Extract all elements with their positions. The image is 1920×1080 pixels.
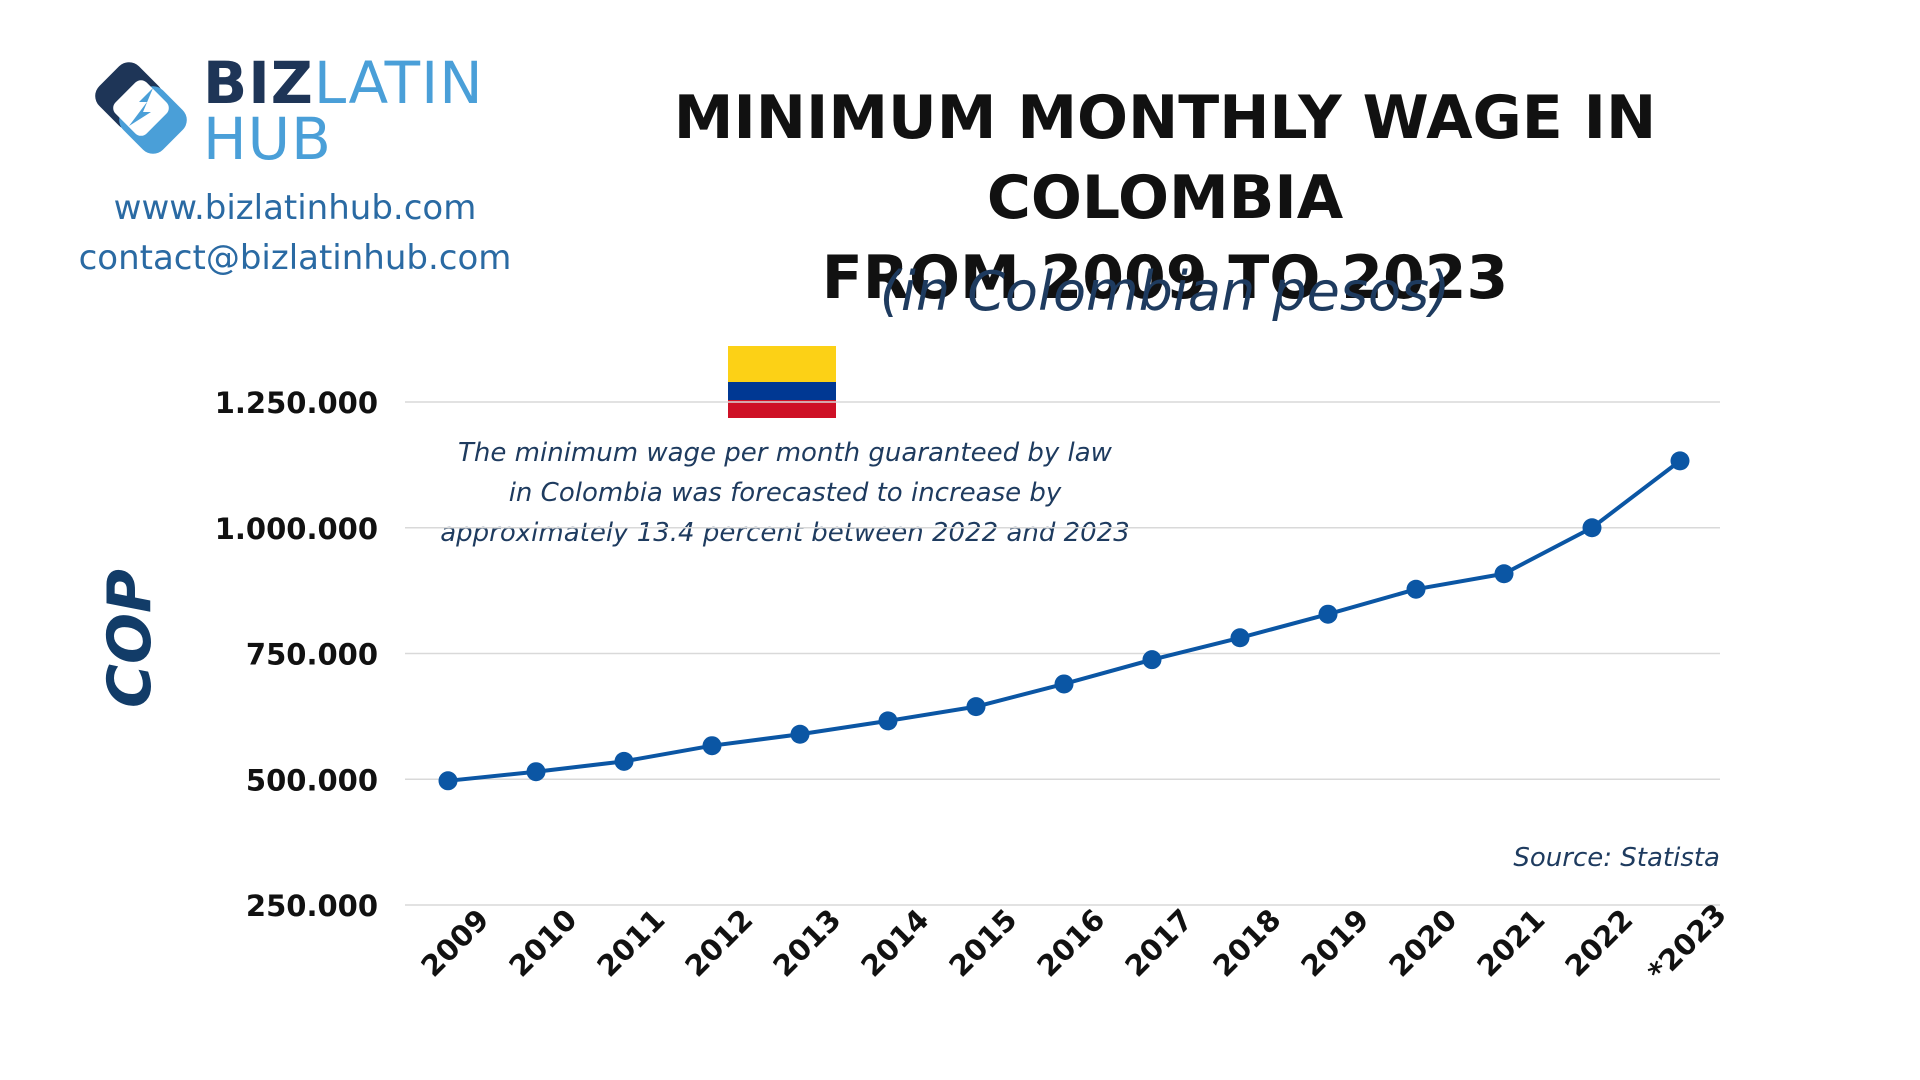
data-point bbox=[1406, 579, 1426, 599]
x-tick-label: 2010 bbox=[502, 902, 583, 983]
x-tick-label: 2022 bbox=[1558, 902, 1639, 983]
brand-wordmark-bottom: HUB bbox=[203, 105, 332, 173]
chart-subtitle: (in Colombian pesos) bbox=[879, 260, 1451, 323]
chart-title-line1: MINIMUM MONTHLY WAGE IN COLOMBIA bbox=[673, 83, 1657, 233]
data-point bbox=[1494, 564, 1514, 584]
x-tick-label: *2023 bbox=[1641, 897, 1733, 989]
x-tick-label: 2018 bbox=[1206, 902, 1287, 983]
data-point bbox=[702, 736, 722, 756]
data-point bbox=[878, 711, 898, 731]
brand-logo: BIZLATIN HUB bbox=[85, 50, 505, 170]
colombia-flag-icon bbox=[728, 346, 836, 418]
y-tick-label: 1.250.000 bbox=[215, 386, 378, 420]
annotation-line3: approximately 13.4 percent between 2022 … bbox=[440, 518, 1130, 548]
x-tick-label: 2014 bbox=[854, 902, 935, 983]
data-point bbox=[614, 751, 634, 771]
data-point bbox=[966, 697, 986, 717]
x-tick-label: 2015 bbox=[942, 902, 1023, 983]
data-point bbox=[1582, 518, 1602, 538]
data-point bbox=[438, 771, 458, 791]
x-tick-label: 2013 bbox=[766, 902, 847, 983]
y-tick-label: 1.000.000 bbox=[215, 512, 378, 546]
series-line bbox=[446, 458, 1682, 783]
source-credit: Source: Statista bbox=[1513, 843, 1720, 873]
forecast-annotation: The minimum wage per month guaranteed by… bbox=[420, 433, 1150, 553]
x-tick-label: 2019 bbox=[1294, 902, 1375, 983]
data-point bbox=[1318, 604, 1338, 624]
x-tick-label: 2021 bbox=[1470, 902, 1551, 983]
x-tick-label: 2017 bbox=[1118, 902, 1199, 983]
bizlatinhub-logo-icon bbox=[95, 62, 187, 154]
data-point bbox=[1230, 628, 1250, 648]
data-point bbox=[790, 724, 810, 744]
y-tick-label: 750.000 bbox=[246, 638, 378, 672]
email-link[interactable]: contact@bizlatinhub.com bbox=[78, 238, 512, 278]
data-point bbox=[1142, 650, 1162, 670]
y-tick-label: 500.000 bbox=[246, 763, 378, 797]
x-tick-label: 2016 bbox=[1030, 902, 1111, 983]
annotation-line1: The minimum wage per month guaranteed by… bbox=[458, 438, 1112, 468]
website-link[interactable]: www.bizlatinhub.com bbox=[113, 188, 477, 228]
x-tick-label: 2020 bbox=[1382, 902, 1463, 983]
brand-wordmark-top: BIZLATIN bbox=[203, 49, 484, 117]
annotation-line2: in Colombia was forecasted to increase b… bbox=[508, 478, 1062, 508]
x-tick-label: 2011 bbox=[590, 902, 671, 983]
data-point bbox=[1054, 674, 1074, 694]
chart-title: MINIMUM MONTHLY WAGE IN COLOMBIA FROM 20… bbox=[530, 78, 1800, 318]
data-point bbox=[1670, 451, 1690, 471]
x-tick-label: 2009 bbox=[414, 902, 495, 983]
x-tick-label: 2012 bbox=[678, 902, 759, 983]
y-tick-label: 250.000 bbox=[246, 889, 378, 923]
data-point bbox=[526, 762, 546, 782]
chart-title-line2: FROM 2009 TO 2023 bbox=[821, 243, 1509, 313]
